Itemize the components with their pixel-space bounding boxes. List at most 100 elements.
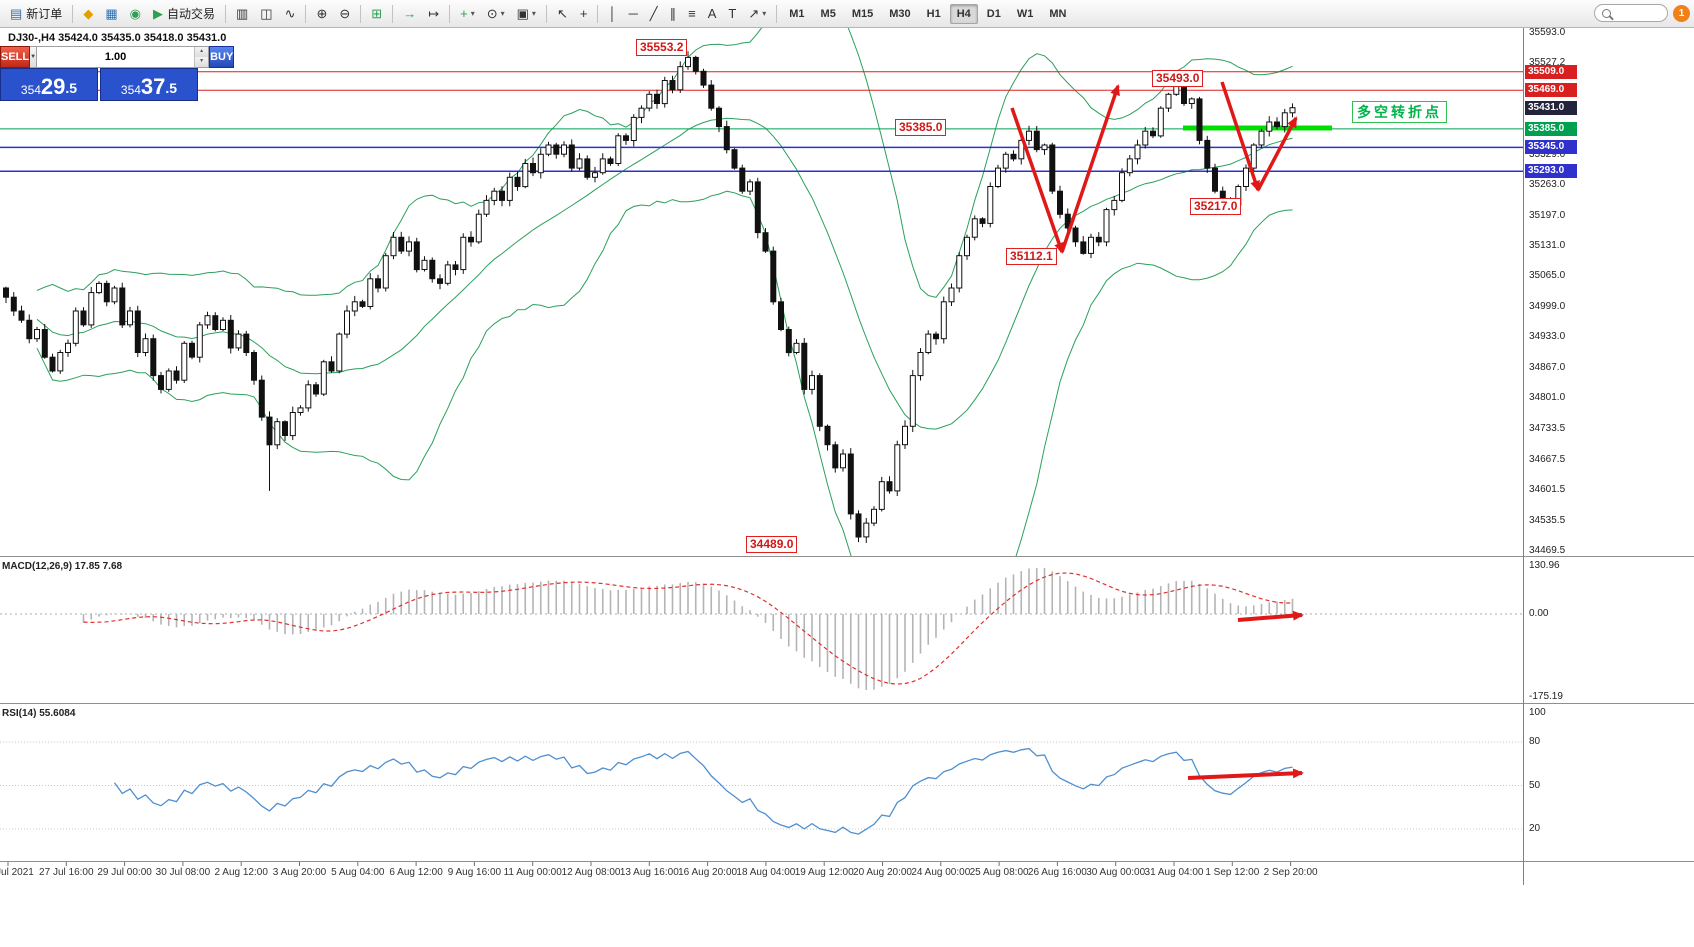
line-chart-mode-button[interactable]: ∿ [280,2,301,26]
toolbar-group: ↖ + [551,0,594,27]
crosshair-icon: + [579,6,588,21]
zoom-in-button[interactable]: ⊕ [311,2,332,26]
templates-caret-icon: ▾ [531,9,536,18]
rsi-layer [0,741,1523,835]
volume-decrease-button[interactable]: ▼ [195,57,209,67]
alerts-button[interactable]: ◉ [125,2,146,26]
time-label: 24 Aug 00:00 [911,867,971,878]
charts-list-button[interactable]: ▦ [100,2,122,26]
volume-increase-button[interactable]: ▲ [195,47,209,57]
order-type-dropdown[interactable]: ▼ [30,46,38,68]
buy-price-display[interactable]: 354 37.5 [100,68,198,101]
profiles-button[interactable]: ◆ [78,2,98,26]
indicators-button[interactable]: + ▾ [455,2,480,26]
macd-scale-tick: -175.19 [1529,691,1563,702]
new-order-label: 新订单 [26,7,63,21]
periods-caret-icon: ▾ [500,9,505,18]
timeframe-m5-button[interactable]: M5 [820,7,836,20]
volume-input[interactable] [37,47,195,67]
panel-splitter[interactable] [0,556,1694,557]
price-tick: 34535.5 [1529,514,1566,526]
candlestick-mode-button[interactable]: ◫ [255,2,277,26]
price-tick: 34601.5 [1529,484,1566,496]
buy-price-prefix: 354 [120,83,141,97]
buy-button[interactable]: BUY [209,46,235,68]
auto-scroll-button[interactable]: → [398,2,421,26]
annotation-text[interactable]: 多空转折点 [1352,101,1447,123]
sell-button[interactable]: SELL [0,46,31,68]
timeframe-h1-button[interactable]: H1 [926,7,941,20]
timeframe-mn-button[interactable]: MN [1049,7,1067,20]
horizontal-line-button[interactable]: ─ [624,2,643,26]
autotrading-button[interactable]: ▶ 自动交易 [148,2,220,26]
crosshair-button[interactable]: + [575,2,593,26]
panel-splitter[interactable] [0,703,1694,704]
bar-chart-mode-button[interactable]: ▥ [231,2,253,26]
arrows-tool-button[interactable]: ↗ ▾ [743,2,771,26]
macd-scale-tick: 0.00 [1529,608,1549,619]
zoom-out-button[interactable]: ⊖ [334,2,355,26]
toolbar-group: ▤ 新订单 [4,0,68,27]
timeframe-m15-button[interactable]: M15 [851,7,874,20]
price-callout[interactable]: 35553.2 [636,39,688,56]
chart-shift-icon: ↦ [428,6,440,21]
timeframe-m1-button[interactable]: M1 [789,7,805,20]
symbol-ohlc-info: DJ30-,H4 35424.0 35435.0 35418.0 35431.0 [8,32,227,44]
trade-panel-controls: SELL ▼ ▲ ▼ BUY [0,46,235,68]
arrows-tool-caret-icon: ▾ [762,9,767,18]
price-tick: 34469.5 [1529,545,1566,557]
horizontal-line-icon: ─ [628,6,638,21]
notification-badge[interactable]: 1 [1673,5,1690,22]
cursor-button[interactable]: ↖ [552,2,573,26]
buy-price-big: 37 [140,74,166,99]
periods-icon: ⊙ [486,6,498,21]
indicators-caret-icon: ▾ [470,9,475,18]
vertical-line-button[interactable]: │ [603,2,621,26]
time-label: 25 Aug 08:00 [969,867,1029,878]
price-axis[interactable]: 35593.035527.235329.035263.035197.035131… [1524,0,1694,947]
price-badge: 35345.0 [1525,140,1577,155]
chart-shift-button[interactable]: ↦ [423,2,444,26]
new-order-button[interactable]: ▤ 新订单 [5,2,67,26]
panel-splitter[interactable] [0,861,1694,862]
equidistant-channel-button[interactable]: ∥ [665,2,682,26]
templates-button[interactable]: ▣ ▾ [512,2,541,26]
time-label: 2 Aug 12:00 [214,867,268,878]
timeframe-m30-button[interactable]: M30 [889,7,911,20]
price-callout[interactable]: 35493.0 [1152,70,1204,87]
price-callout[interactable]: 35112.1 [1006,248,1057,265]
search-input[interactable] [1594,4,1668,22]
text-button[interactable]: A [703,2,722,26]
price-callout[interactable]: 35217.0 [1190,198,1242,215]
price-callout[interactable]: 34489.0 [746,536,798,553]
time-label: 26 Jul 2021 [0,867,34,878]
macd-layer [0,568,1523,690]
volume-field: ▲ ▼ [37,46,210,68]
trendline-button[interactable]: ╱ [645,2,663,26]
timeframe-w1-button[interactable]: W1 [1016,7,1034,20]
time-label: 30 Aug 00:00 [1086,867,1146,878]
sell-price-display[interactable]: 354 29.5 [0,68,98,101]
new-order-icon: ▤ [10,6,23,21]
chart-canvas[interactable] [0,0,1523,885]
periods-button[interactable]: ⊙ ▾ [482,2,510,26]
tile-windows-button[interactable]: ⊞ [366,2,387,26]
timeframe-d1-button[interactable]: D1 [986,7,1001,20]
sell-price-big: 29 [40,74,66,99]
sell-price-suffix: .5 [65,80,78,96]
price-tick: 34933.0 [1529,331,1566,343]
time-label: 9 Aug 16:00 [447,867,502,878]
timeframe-h4-button[interactable]: H4 [949,3,978,24]
text-icon: A [707,6,717,21]
autotrading-label: 自动交易 [166,7,215,21]
time-label: 12 Aug 08:00 [561,867,621,878]
text-label-button[interactable]: T [723,2,741,26]
fibonacci-button[interactable]: ≡ [683,2,701,26]
zoom-out-icon: ⊖ [339,6,351,21]
tile-windows-icon: ⊞ [371,6,383,21]
volume-spinner: ▲ ▼ [194,47,209,67]
price-callout[interactable]: 35385.0 [895,119,947,136]
main-chart-layer [0,28,1523,556]
line-chart-mode-icon: ∿ [284,6,296,21]
